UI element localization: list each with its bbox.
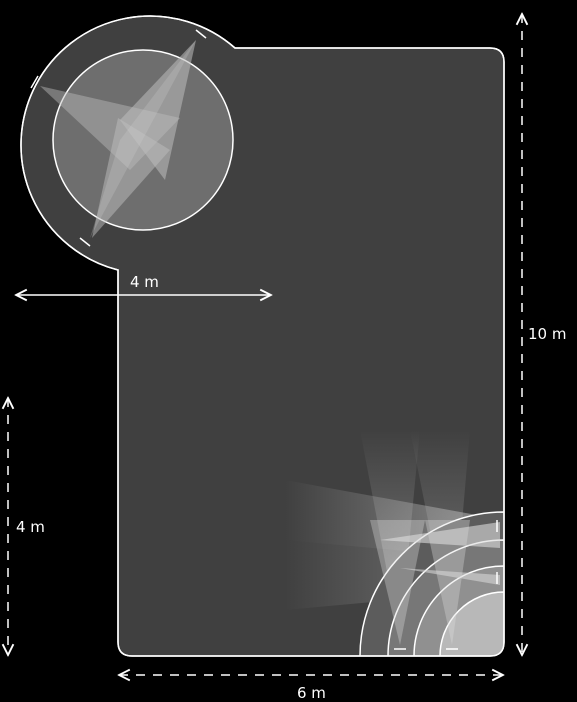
fixture-mark	[30, 75, 39, 89]
dimension-label: 10 m	[528, 325, 566, 343]
ring-1	[439, 591, 505, 656]
dimension-room-height: 10 m	[522, 14, 566, 655]
dimension-label: 4 m	[130, 273, 159, 291]
spotlight-top-left	[30, 29, 234, 247]
fixture-mark	[195, 29, 207, 39]
spotlight-icon	[370, 520, 500, 645]
dimension-lower-height: 4 m	[8, 398, 45, 655]
room-outline	[20, 15, 505, 657]
dimension-label: 4 m	[16, 518, 45, 536]
fixture-mark	[79, 237, 91, 247]
dimension-room-width: 6 m	[119, 675, 503, 702]
spotlight-bottom-right	[285, 430, 505, 656]
spotlight-icon	[40, 40, 196, 238]
dimension-label: 6 m	[297, 684, 326, 702]
dimension-arc-radius: 4 m	[16, 273, 271, 295]
